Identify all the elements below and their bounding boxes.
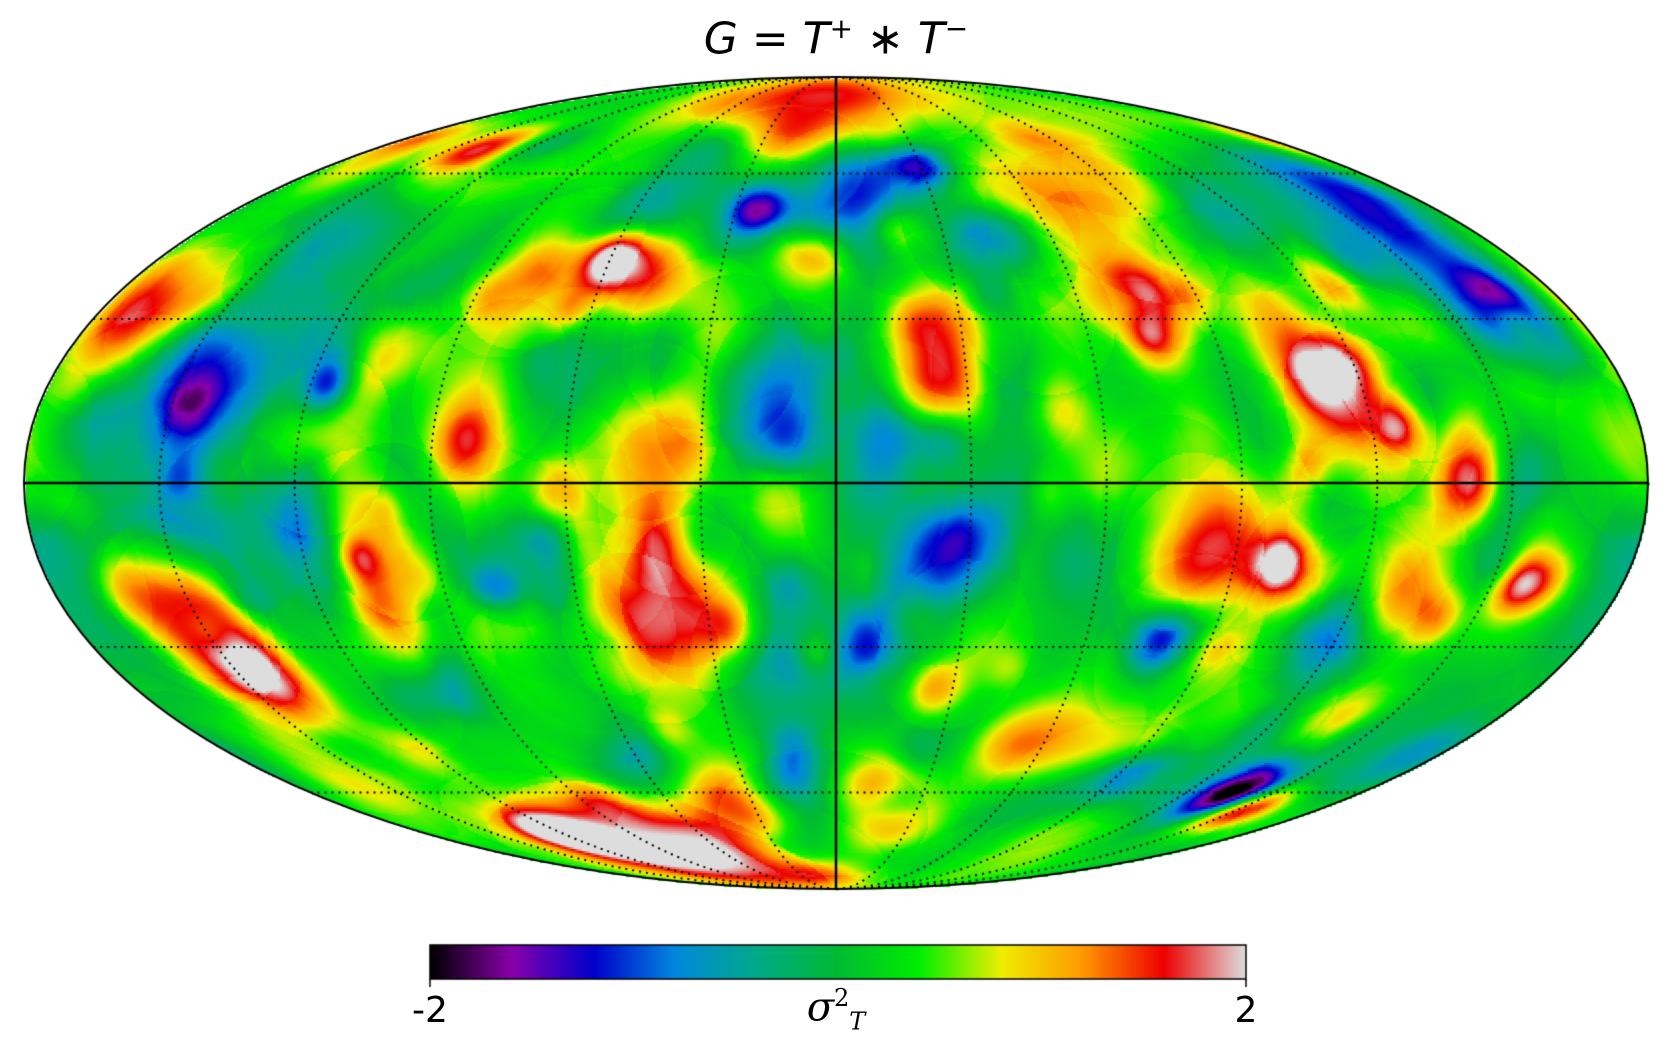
chart-title: G = T+ ∗ T− [703, 12, 969, 65]
colorbar-min-label: -2 [412, 990, 448, 1031]
colorbar-max-label: 2 [1234, 990, 1258, 1031]
colorbar-label: σ2T [806, 984, 866, 1036]
